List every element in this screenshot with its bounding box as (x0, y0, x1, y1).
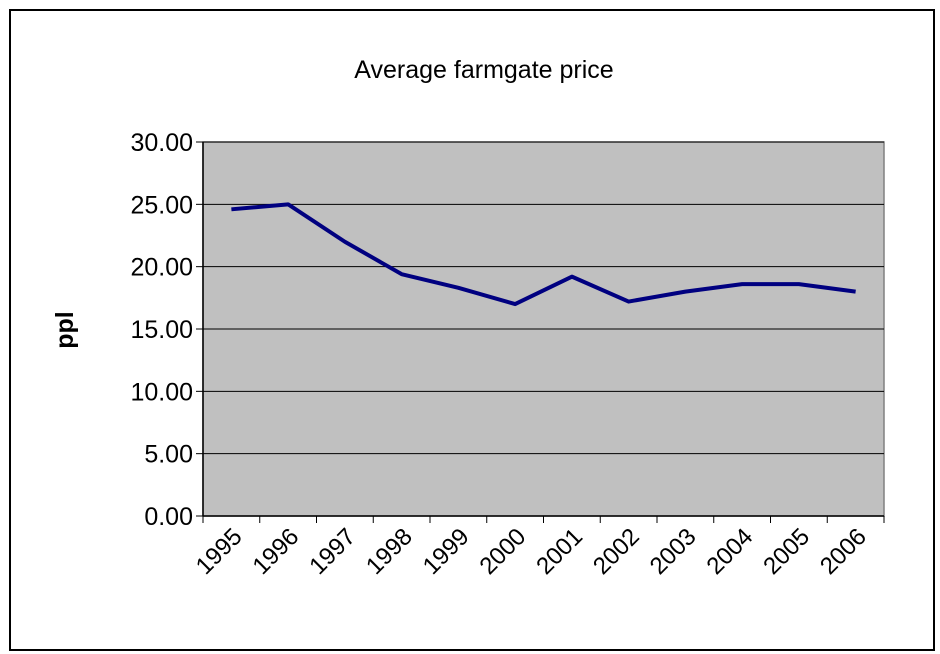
y-tick-label: 30.00 (130, 129, 193, 157)
y-tick-label: 5.00 (144, 441, 193, 469)
y-tick-label: 0.00 (144, 503, 193, 531)
line-series (231, 202, 856, 307)
y-tick-label: 20.00 (130, 254, 193, 282)
y-tick-label: 10.00 (130, 378, 193, 406)
y-tick-label: 25.00 (130, 191, 193, 219)
y-axis-label: ppl (51, 311, 79, 349)
y-tick-label: 15.00 (130, 316, 193, 344)
chart-title: Average farmgate price (354, 56, 613, 84)
